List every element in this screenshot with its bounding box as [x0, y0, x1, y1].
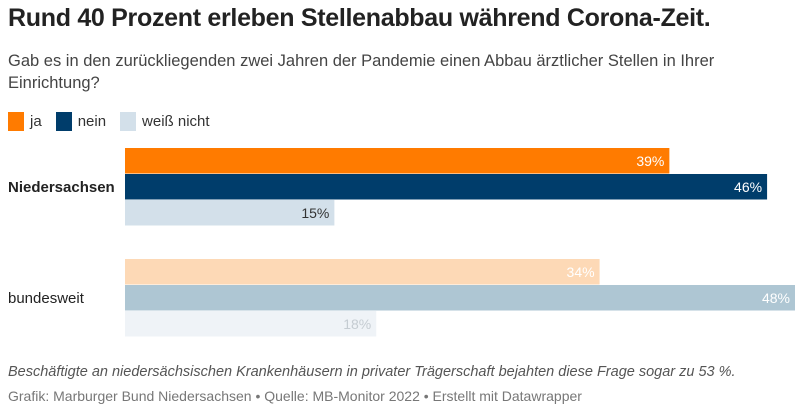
data-label: 15% [301, 205, 329, 221]
data-label: 39% [636, 153, 664, 169]
bar-niedersachsen-1 [125, 174, 768, 200]
legend-label: weiß nicht [142, 113, 210, 130]
legend: ja nein weiß nicht [8, 112, 210, 131]
chart-note: Beschäftigte an niedersächsischen Kranke… [8, 364, 736, 380]
category-label: Niedersachsen [8, 179, 115, 196]
chart-source: Grafik: Marburger Bund Niedersachsen • Q… [8, 388, 582, 404]
data-label: 46% [734, 179, 762, 195]
bar-bundesweit-0 [125, 259, 600, 285]
chart-title: Rund 40 Prozent erleben Stellenabbau wäh… [8, 4, 711, 32]
legend-item-weiss-nicht: weiß nicht [120, 112, 210, 131]
data-label: 48% [762, 290, 790, 306]
bar-bundesweit-2 [125, 311, 377, 337]
legend-label: nein [77, 113, 107, 130]
bar-niedersachsen-2 [125, 200, 335, 226]
legend-swatch [55, 112, 72, 131]
legend-label: ja [30, 113, 42, 130]
data-label: 18% [343, 316, 371, 332]
legend-swatch [8, 112, 24, 131]
legend-item-nein: nein [55, 112, 107, 131]
legend-item-ja: ja [8, 112, 42, 131]
bar-bundesweit-1 [125, 285, 795, 311]
chart-subtitle: Gab es in den zurückliegenden zwei Jahre… [8, 52, 715, 92]
data-label: 34% [567, 264, 595, 280]
category-label: bundesweit [8, 290, 85, 307]
legend-swatch [120, 112, 137, 131]
bar-niedersachsen-0 [125, 148, 670, 174]
